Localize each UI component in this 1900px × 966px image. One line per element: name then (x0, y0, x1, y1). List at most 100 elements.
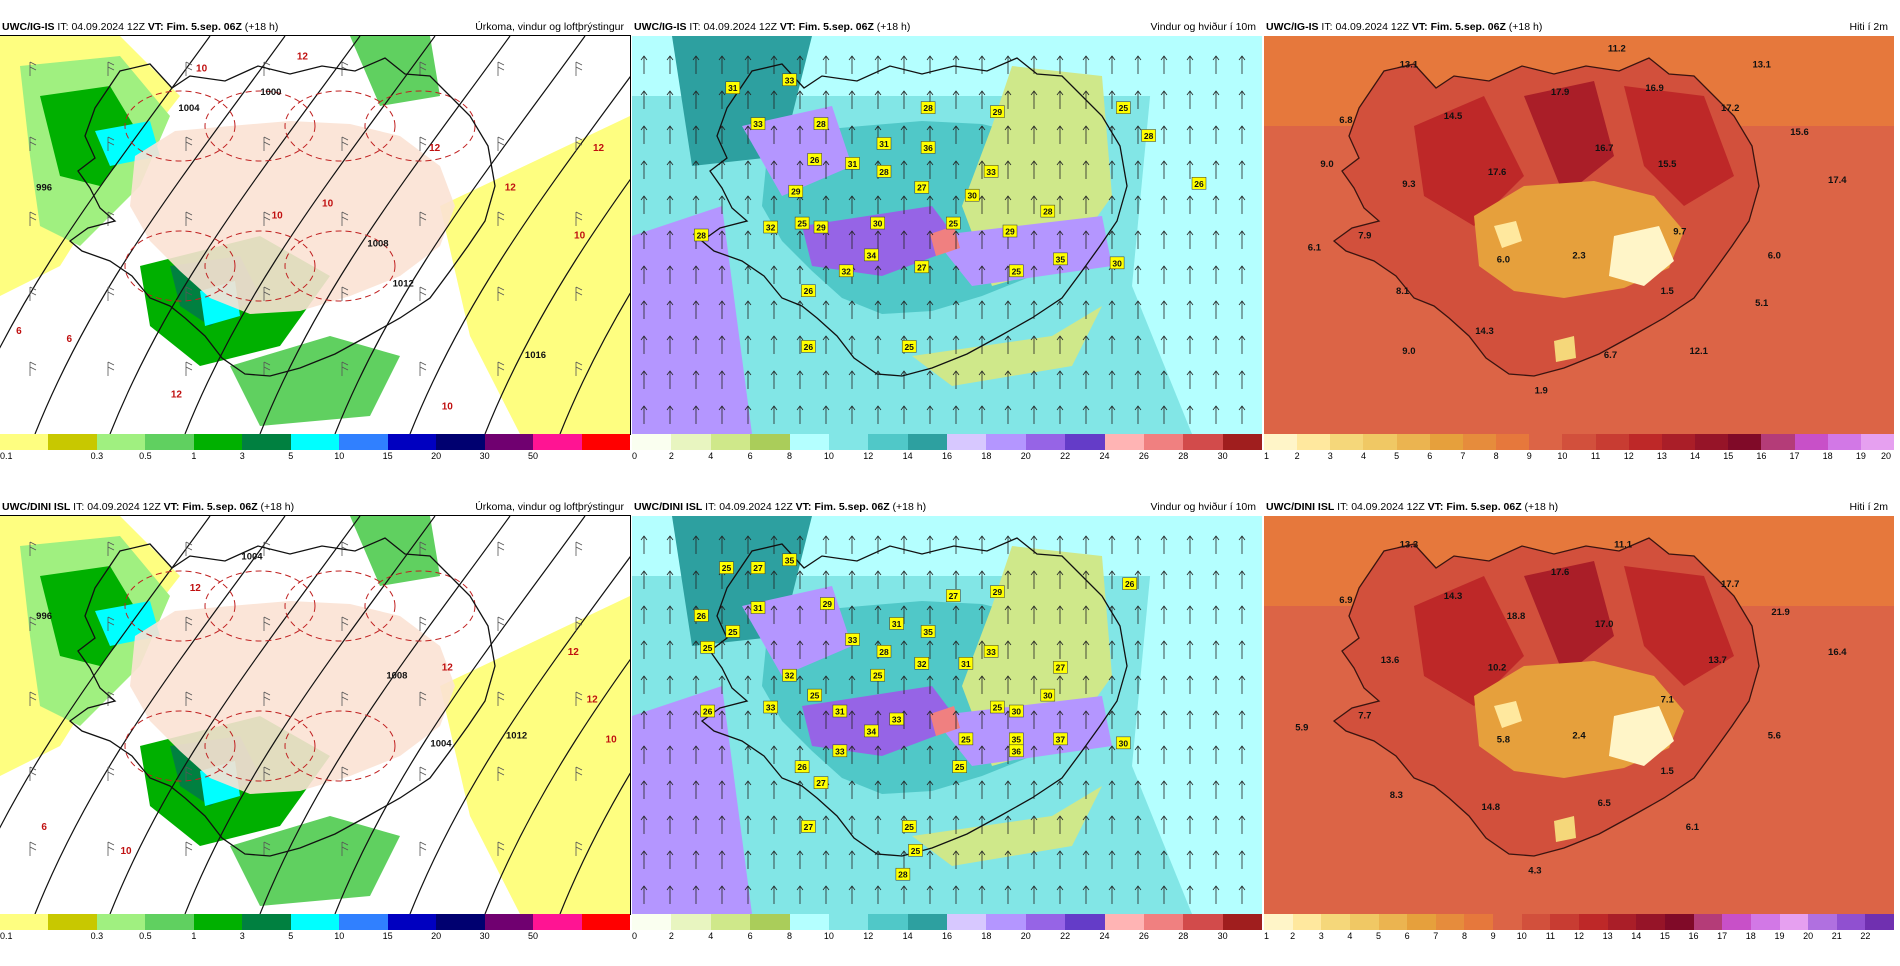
map-value-label: 4.3 (1528, 866, 1541, 877)
map-value-label: 28 (920, 101, 936, 114)
wind-arrow (1108, 780, 1116, 799)
map-value-label: 2.3 (1572, 250, 1585, 261)
map-value-label: 26 (1122, 577, 1137, 590)
svg-text:12: 12 (429, 143, 441, 154)
colorbar-tick: 7 (1433, 931, 1439, 941)
svg-text:6.0: 6.0 (1768, 250, 1781, 261)
colorbar-tick: 8 (1493, 451, 1499, 461)
wind-arrow (1160, 605, 1168, 624)
panel-header: UWC/IG-IS IT: 04.09.2024 12Z VT: Fim. 5.… (2, 20, 624, 34)
colorbar-swatch (789, 914, 829, 930)
wind-arrow (744, 815, 752, 834)
colorbar-tick: 18 (1745, 931, 1756, 941)
wind-arrow (1004, 605, 1012, 624)
isotherm (204, 90, 316, 162)
svg-text:25: 25 (797, 219, 807, 229)
wind-arrow (1030, 710, 1038, 729)
svg-text:1004: 1004 (178, 103, 200, 114)
wind-arrow (1082, 815, 1090, 834)
map-value-label: 15.5 (1658, 159, 1677, 170)
map-value-label: 1004 (178, 103, 200, 114)
wind-arrow (796, 370, 804, 389)
svg-text:7.9: 7.9 (1358, 231, 1371, 242)
isobar (259, 36, 511, 434)
wind-arrow (744, 405, 752, 424)
colorbar-tick: 18 (981, 451, 992, 461)
isotherm (204, 570, 316, 642)
wind-arrow (848, 570, 856, 589)
map-value-label: 6.7 (1604, 350, 1617, 361)
wind-arrow (978, 675, 986, 694)
wind-arrow (692, 780, 700, 799)
wind-barb (419, 61, 427, 76)
wind-arrow (1238, 570, 1246, 589)
wind-arrow (1004, 300, 1012, 319)
map-value-label: 25 (1009, 264, 1024, 278)
map-value-label: 13.1 (1400, 59, 1419, 70)
map-value-label: 32 (914, 657, 930, 670)
wind-map[interactable]: 25 27 35 29 31 26 25 25 33 28 31 35 27 29 26 33 31 32 25 32… (632, 516, 1262, 914)
colorbar-tick: 8 (786, 451, 793, 461)
wind-arrow (1212, 570, 1220, 589)
wind-map[interactable]: 31 33 33 28 26 31 31 36 28 29 28 27 30 33 29 30 29 32 28 25… (632, 36, 1262, 434)
isotherm (204, 710, 316, 782)
temperature-map[interactable]: 13.3 11.1 17.6 17.7 6.9 14.3 18.8 17.0 21.9 13.6 1… (1264, 516, 1894, 914)
wind-arrow (978, 640, 986, 659)
wind-arrow (1030, 405, 1038, 424)
colorbar-tick: 5 (1394, 451, 1400, 461)
colorbar-swatch (533, 434, 582, 450)
wind-arrow (952, 230, 960, 249)
colorbar-swatch (1065, 914, 1105, 930)
wind-arrow (1238, 125, 1246, 144)
svg-text:16.4: 16.4 (1828, 647, 1847, 658)
wind-arrow (926, 605, 934, 624)
wind-arrow (744, 195, 752, 214)
colorbar-tick: 28 (1178, 451, 1189, 461)
wind-arrow (666, 265, 674, 284)
svg-text:15.6: 15.6 (1790, 127, 1809, 138)
precip-map[interactable]: 1004 1008 1012 996 12 12 12 12 10 10 6 1004 (0, 515, 631, 915)
wind-barb (419, 766, 427, 781)
svg-text:28: 28 (1144, 131, 1154, 141)
colorbar-tick: 4 (708, 451, 714, 461)
wind-arrow (1108, 850, 1116, 869)
wind-arrow (1160, 710, 1168, 729)
map-value-label: 1.9 (1535, 386, 1548, 397)
model-name: UWC/IG-IS (634, 21, 687, 33)
wind-arrow (1212, 850, 1220, 869)
precip-map[interactable]: 1004 1000 1008 1012 1016 996 12 12 12 12 10 10 10 10 1… (0, 35, 631, 435)
colorbar-swatch (290, 434, 340, 450)
colorbar-swatch (1297, 434, 1331, 450)
map-value-label: 6 (16, 326, 22, 337)
map-value-label: 16.4 (1828, 647, 1847, 658)
svg-text:29: 29 (1005, 227, 1015, 237)
init-time: 04.09.2024 12Z (1335, 21, 1409, 33)
wind-arrow (770, 640, 778, 659)
wind-arrow (640, 675, 648, 694)
wind-arrow (822, 850, 830, 869)
wind-arrow (1030, 850, 1038, 869)
colorbar-tick: 22 (1860, 931, 1871, 941)
svg-text:17.2: 17.2 (1721, 103, 1740, 114)
colorbar-tick: 6 (747, 451, 753, 461)
svg-text:32: 32 (766, 223, 776, 233)
wind-shade-strong (802, 686, 962, 756)
isobar (334, 36, 586, 434)
map-value-label: 12 (505, 183, 517, 194)
colorbar-tick: 0.3 (90, 931, 104, 941)
wind-arrow (978, 230, 986, 249)
temperature-map[interactable]: 11.2 13.1 13.1 6.8 14.5 17.9 16.9 17.2 15.6 9.0 9.… (1264, 36, 1894, 434)
svg-text:12: 12 (297, 51, 309, 62)
svg-text:35: 35 (1056, 254, 1066, 264)
wind-arrow (1082, 675, 1090, 694)
wind-arrow (1056, 710, 1064, 729)
wind-arrow (770, 160, 778, 179)
colorbar-swatch (533, 914, 582, 930)
colorbar-tick: 5 (288, 451, 294, 461)
map-value-label: 30 (1009, 704, 1024, 718)
coastline (1332, 57, 1760, 377)
svg-text:26: 26 (804, 342, 814, 352)
wind-barb (497, 61, 505, 76)
colorbar-swatch (145, 914, 194, 930)
colorbar-swatch (290, 914, 340, 930)
